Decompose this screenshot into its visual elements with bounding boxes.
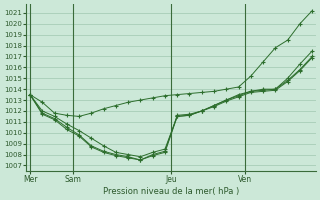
X-axis label: Pression niveau de la mer( hPa ): Pression niveau de la mer( hPa ) xyxy=(103,187,239,196)
